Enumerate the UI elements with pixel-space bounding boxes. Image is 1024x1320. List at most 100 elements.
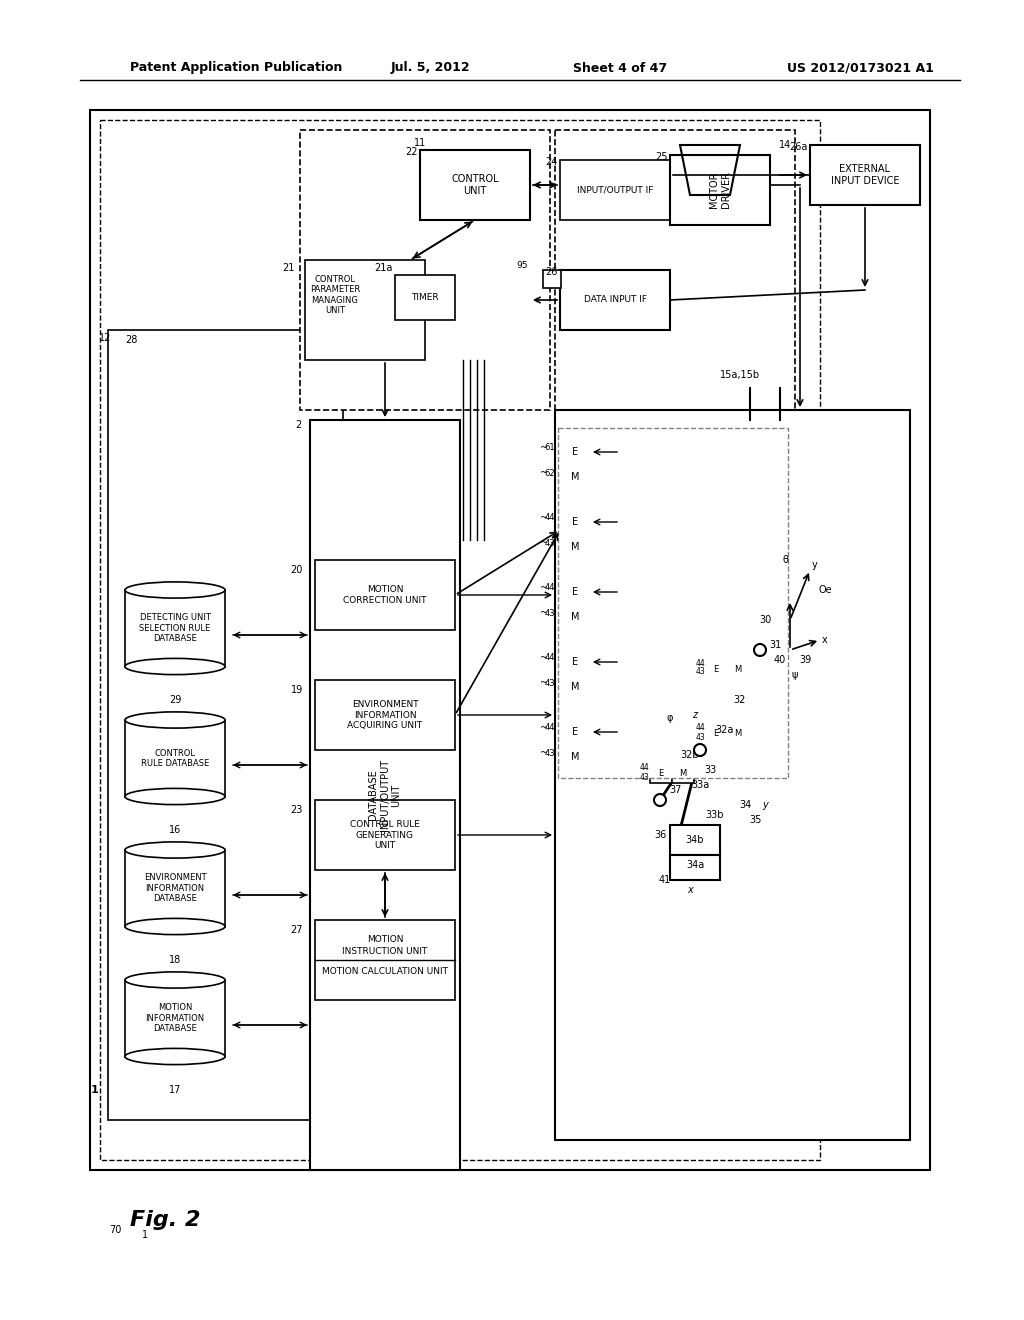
Text: ~: ~ (540, 513, 548, 523)
Bar (108, 330, 343, 1119)
Bar (560, 719, 590, 744)
Bar (560, 160, 670, 220)
Text: DATA INPUT IF: DATA INPUT IF (584, 296, 646, 305)
Text: 24: 24 (546, 157, 558, 168)
Text: ~: ~ (540, 609, 548, 618)
Text: 1: 1 (142, 1230, 148, 1239)
Ellipse shape (125, 919, 225, 935)
Text: 18: 18 (169, 954, 181, 965)
Text: 44: 44 (545, 583, 555, 593)
Bar (670, 154, 770, 224)
Text: x: x (687, 884, 693, 895)
Bar (420, 150, 530, 220)
Text: 43: 43 (545, 678, 555, 688)
Text: DATABASE
INPUT/OUTPUT
UNIT: DATABASE INPUT/OUTPUT UNIT (369, 759, 401, 832)
Text: 44: 44 (640, 763, 650, 772)
Text: 37: 37 (669, 785, 681, 795)
Text: 29: 29 (169, 696, 181, 705)
Text: 43: 43 (545, 609, 555, 618)
Text: 34: 34 (739, 800, 752, 810)
Bar (560, 271, 670, 330)
Bar (560, 649, 590, 675)
Ellipse shape (125, 972, 225, 989)
Text: 41: 41 (658, 875, 671, 884)
Text: CONTROL RULE
GENERATING
UNIT: CONTROL RULE GENERATING UNIT (350, 820, 420, 850)
Bar (560, 440, 590, 465)
Bar (560, 744, 590, 770)
Text: 11: 11 (414, 139, 426, 148)
Bar (560, 675, 590, 700)
Text: 26a: 26a (790, 143, 808, 152)
Bar (650, 766, 672, 783)
Text: 20: 20 (291, 565, 303, 576)
Text: 61: 61 (545, 444, 555, 453)
Text: MOTION
INFORMATION
DATABASE: MOTION INFORMATION DATABASE (145, 1003, 205, 1034)
Text: MOTION CALCULATION UNIT: MOTION CALCULATION UNIT (322, 968, 449, 977)
Bar (672, 766, 694, 783)
Text: θ: θ (782, 554, 787, 565)
Text: M: M (570, 473, 580, 482)
Text: 32b: 32b (681, 750, 699, 760)
Bar (555, 129, 795, 411)
Text: y: y (762, 800, 768, 810)
Text: 34b: 34b (686, 836, 705, 845)
Bar (315, 920, 455, 1001)
Text: 16: 16 (169, 825, 181, 836)
Text: 31: 31 (769, 640, 781, 649)
Text: 25: 25 (655, 152, 668, 162)
Text: 43: 43 (545, 539, 555, 548)
Text: 43: 43 (545, 748, 555, 758)
Bar (560, 535, 590, 560)
Text: ~: ~ (540, 748, 548, 758)
Circle shape (694, 744, 706, 756)
Text: E: E (572, 657, 579, 667)
Text: ~: ~ (540, 678, 548, 688)
Text: INSTRUCTION UNIT: INSTRUCTION UNIT (342, 948, 428, 957)
Bar (555, 411, 910, 1140)
Text: 39: 39 (799, 655, 811, 665)
Text: 43: 43 (695, 733, 705, 742)
Text: 35: 35 (749, 814, 761, 825)
Text: 62: 62 (545, 469, 555, 478)
Text: EXTERNAL
INPUT DEVICE: EXTERNAL INPUT DEVICE (830, 164, 899, 186)
Bar (558, 428, 788, 777)
Text: E: E (572, 447, 579, 457)
Bar (560, 605, 590, 630)
Text: M: M (734, 664, 741, 673)
Text: 2: 2 (295, 420, 301, 430)
Text: E: E (572, 517, 579, 527)
Text: ~: ~ (540, 583, 548, 593)
Text: 32a: 32a (716, 725, 734, 735)
Text: 44: 44 (695, 659, 705, 668)
Text: 1: 1 (91, 1085, 99, 1096)
Text: 70: 70 (109, 1225, 121, 1236)
Text: MOTION: MOTION (367, 936, 403, 945)
Bar (315, 560, 455, 630)
Bar (125, 850, 225, 927)
Text: ENVIRONMENT
INFORMATION
ACQUIRING UNIT: ENVIRONMENT INFORMATION ACQUIRING UNIT (347, 700, 423, 730)
Text: M: M (570, 612, 580, 622)
Text: 33a: 33a (691, 780, 710, 789)
Bar (315, 800, 455, 870)
Bar (90, 110, 930, 1170)
Text: E: E (572, 727, 579, 737)
Bar (125, 979, 225, 1056)
Text: 36: 36 (654, 830, 667, 840)
Text: 27: 27 (291, 925, 303, 935)
Text: US 2012/0173021 A1: US 2012/0173021 A1 (786, 62, 934, 74)
Text: E: E (572, 587, 579, 597)
Text: MOTOR
DRIVER: MOTOR DRIVER (710, 172, 731, 209)
Bar (125, 590, 225, 667)
Bar (543, 271, 561, 288)
Text: 19: 19 (291, 685, 303, 696)
Text: φ: φ (667, 713, 673, 723)
Bar (300, 129, 550, 411)
Ellipse shape (125, 659, 225, 675)
Text: TIMER: TIMER (412, 293, 439, 301)
Text: 17: 17 (169, 1085, 181, 1096)
Text: ~: ~ (540, 723, 548, 733)
Bar (670, 825, 720, 855)
Ellipse shape (125, 582, 225, 598)
Text: E: E (658, 770, 664, 779)
Text: M: M (679, 770, 687, 779)
